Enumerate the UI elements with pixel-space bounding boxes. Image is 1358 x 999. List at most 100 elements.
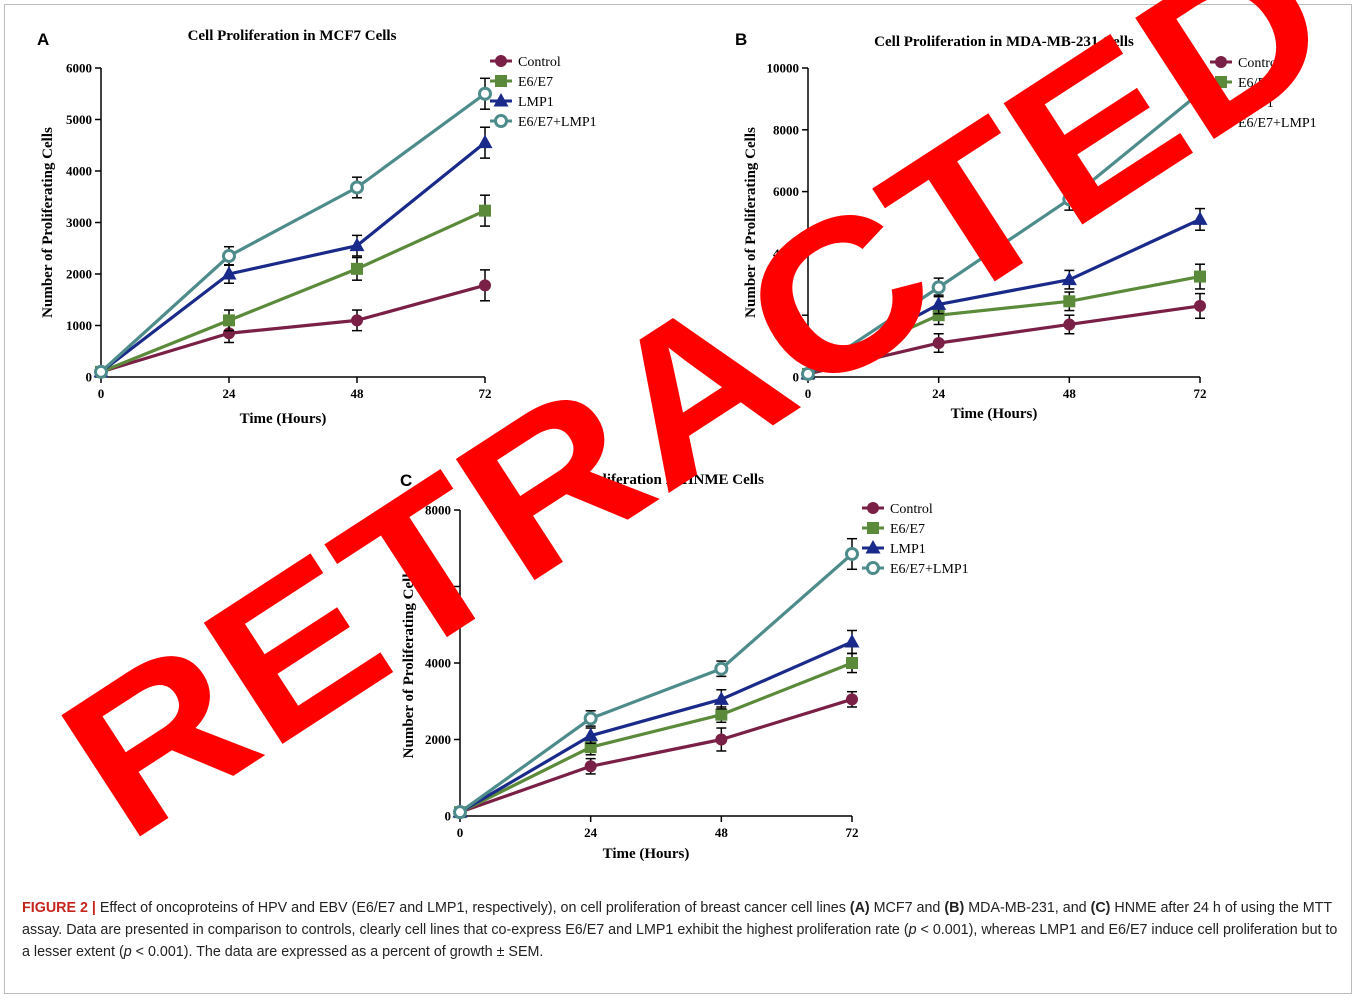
chart-a-x-axis-title: Time (Hours)	[240, 411, 327, 427]
chart-c-legend-lmp1-label: LMP1	[890, 542, 926, 557]
chart-c-series-e6-e7-lmp1	[453, 537, 859, 820]
chart-a-e6-e7-line	[100, 209, 486, 374]
chart-a-e6-e7-point	[223, 314, 235, 327]
chart-c-lmp1-line	[459, 640, 853, 814]
chart-c-lmp1-point	[583, 727, 599, 742]
chart-c-legend-control-label: Control	[890, 502, 933, 517]
chart-a-e6-e7-point	[479, 204, 491, 217]
caption-text-4: HNME after 24 h of using the MTT assay. …	[22, 900, 1332, 938]
chart-b-y-tick-label: 2000	[773, 308, 799, 323]
chart-a-y-tick-label: 3000	[66, 215, 92, 230]
chart-c-legend-e6-e7-lmp1-label: E6/E7+LMP1	[890, 562, 969, 577]
chart-a-lmp1-point	[477, 134, 493, 149]
chart-a-series-e6-e7-lmp1	[94, 77, 492, 379]
caption-text-6: < 0.001). The data are expressed as a pe…	[131, 944, 544, 960]
chart-a-legend-control-marker	[495, 55, 507, 67]
chart-a-e6-e7-lmp1-point	[350, 180, 364, 195]
chart-b-y-tick-label: 6000	[773, 184, 799, 199]
chart-b-legend-e6-e7-lmp1-label: E6/E7+LMP1	[1238, 116, 1317, 131]
chart-c-e6-e7-lmp1-line	[459, 552, 854, 814]
chart-a-e6-e7-lmp1-point	[222, 248, 236, 263]
chart-c-legend-e6-e7-lmp1-marker	[866, 561, 880, 575]
chart-a-x-tick-label: 48	[351, 386, 365, 401]
chart-a-e6-e7-lmp1-point	[478, 86, 492, 101]
panel-b-letter: B	[735, 30, 747, 49]
chart-c-control-point	[846, 693, 858, 706]
chart-c-e6-e7-lmp1-point	[583, 711, 598, 726]
chart-b-e6-e7-lmp1-point	[1193, 85, 1207, 100]
chart-a-title: Cell Proliferation in MCF7 Cells	[188, 28, 397, 44]
chart-b-legend-control-marker	[1215, 56, 1227, 68]
chart-a-control-point	[479, 279, 491, 292]
caption-ref-a: (A)	[849, 900, 870, 916]
chart-a-legend-e6-e7-lmp1-marker	[494, 114, 508, 128]
chart-b-lmp1-point	[1192, 211, 1208, 225]
chart-b-x-tick-label: 48	[1063, 386, 1077, 401]
chart-a-y-tick-label: 0	[86, 370, 93, 385]
chart-a-y-tick-label: 6000	[66, 61, 92, 76]
chart-a-y-tick-label: 4000	[66, 164, 92, 179]
chart-a-legend-e6-e7-marker	[495, 75, 507, 87]
chart-c-x-tick-label: 0	[457, 825, 464, 840]
chart-c-legend-control-marker	[867, 502, 879, 514]
chart-b-control-line	[807, 304, 1201, 376]
chart-panel-a: A Cell Proliferation in MCF7 Cells 0 1000 20…	[37, 28, 597, 427]
chart-a-x-tick-label: 0	[98, 386, 105, 401]
chart-b-x-tick-label: 0	[805, 386, 812, 401]
chart-c-control-point	[715, 733, 728, 746]
chart-a-e6-e7-point	[351, 262, 363, 275]
chart-b-legend-lmp1-label: LMP1	[1238, 96, 1274, 111]
chart-a-legend-lmp1-label: LMP1	[518, 95, 554, 110]
chart-c-y-tick-label: 6000	[425, 579, 451, 594]
chart-panel-c: C Cell Proliferation in HNME Cells 0 2000 40…	[400, 471, 969, 862]
chart-b-e6-e7-point	[1063, 295, 1076, 308]
panel-a-letter: A	[37, 30, 49, 49]
chart-a-lmp1-line	[100, 141, 487, 374]
chart-b-legend-control-label: Control	[1238, 56, 1281, 71]
chart-c-e6-e7-lmp1-point	[845, 546, 859, 561]
chart-panel-b: B Cell Proliferation in MDA-MB-231 Cells 0…	[735, 30, 1317, 422]
chart-b-y-tick-label: 10000	[767, 61, 800, 76]
chart-c-e6-e7-point	[715, 708, 728, 721]
chart-b-e6-e7-point	[932, 309, 945, 322]
chart-c-legend-e6-e7-marker	[867, 522, 879, 534]
chart-c-legend-e6-e7-label: E6/E7	[890, 522, 925, 537]
chart-b-e6-e7-point	[1194, 270, 1206, 283]
chart-c-control-point	[584, 760, 597, 773]
caption-ref-c: (C)	[1090, 900, 1111, 916]
chart-b-e6-e7-lmp1-point	[801, 366, 815, 381]
chart-c-legend-lmp1-marker	[865, 540, 881, 554]
chart-c-e6-e7-point	[584, 741, 597, 754]
figure-frame	[4, 4, 1352, 994]
chart-a-y-tick-label: 1000	[66, 318, 92, 333]
chart-b-control-point	[1063, 318, 1076, 331]
chart-b-series-e6-e7-lmp1	[801, 79, 1207, 381]
chart-b-legend-lmp1-marker	[1213, 94, 1229, 108]
chart-c-e6-e7-lmp1-point	[453, 805, 467, 820]
chart-c-e6-e7-point	[846, 657, 858, 669]
chart-b-x-axis-title: Time (Hours)	[951, 406, 1038, 422]
chart-a-control-line	[100, 283, 486, 374]
panel-c-letter: C	[400, 471, 412, 490]
chart-a-x-tick-label: 72	[479, 386, 492, 401]
chart-c-e6-e7-lmp1-point	[714, 661, 729, 676]
chart-c-x-tick-label: 72	[846, 825, 859, 840]
caption-text-1: Effect of oncoproteins of HPV and EBV (E…	[95, 900, 850, 916]
chart-c-y-tick-label: 8000	[425, 503, 451, 518]
chart-b-legend-e6-e7-label: E6/E7	[1238, 76, 1273, 91]
chart-a-y-tick-label: 5000	[66, 112, 92, 127]
chart-b-x-tick-label: 72	[1194, 386, 1207, 401]
caption-p-2: p	[123, 944, 132, 960]
chart-a-lmp1-point	[221, 266, 237, 280]
chart-b-y-tick-label: 0	[793, 370, 800, 385]
chart-c-y-axis-title: Number of Proliferating Cells	[401, 568, 417, 759]
caption-ref-b: (B)	[944, 900, 965, 916]
chart-c-series-lmp1	[452, 629, 860, 818]
chart-c-x-tick-label: 24	[584, 825, 598, 840]
chart-b-legend-e6-e7-lmp1-marker	[1214, 115, 1228, 129]
chart-c-series-control	[454, 690, 858, 819]
chart-b-control-point	[932, 337, 945, 350]
chart-b-e6-e7-lmp1-point	[1062, 192, 1077, 207]
chart-a-series-lmp1	[93, 126, 493, 378]
